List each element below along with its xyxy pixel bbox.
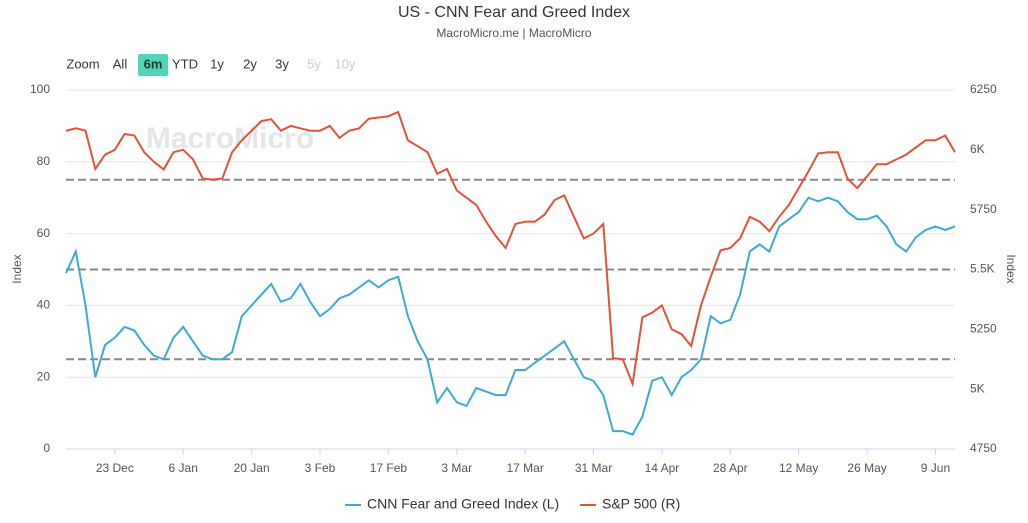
- series-line: [65, 196, 956, 436]
- x-tick-label: 3 Mar: [441, 461, 472, 475]
- range-button-bg[interactable]: [138, 54, 168, 76]
- range-label: Zoom: [66, 56, 99, 71]
- y2-axis-label: Index: [1004, 254, 1018, 283]
- y-axis-label: Index: [10, 254, 24, 283]
- range-button[interactable]: All: [113, 56, 128, 71]
- range-button[interactable]: 6m: [144, 56, 163, 71]
- y-tick-label: 100: [30, 82, 50, 96]
- range-button: 10y: [335, 56, 356, 71]
- x-tick-label: 26 May: [847, 461, 886, 475]
- x-tick-label: 17 Mar: [506, 461, 543, 475]
- x-tick-label: 20 Jan: [234, 461, 270, 475]
- y2-tick-label: 5250: [970, 322, 997, 336]
- y-tick-label: 40: [37, 298, 51, 312]
- y2-tick-label: 6250: [970, 82, 997, 96]
- x-tick-label: 14 Apr: [645, 461, 680, 475]
- range-button: 5y: [307, 56, 321, 71]
- y2-tick-label: 4750: [970, 441, 997, 455]
- y2-tick-label: 5K: [970, 381, 985, 395]
- legend-label[interactable]: CNN Fear and Greed Index (L): [367, 496, 559, 512]
- range-button[interactable]: YTD: [172, 56, 198, 71]
- x-tick-label: 3 Feb: [305, 461, 336, 475]
- x-tick-label: 31 Mar: [575, 461, 612, 475]
- y2-tick-label: 6K: [970, 142, 985, 156]
- y-tick-label: 20: [37, 369, 51, 383]
- x-tick-label: 12 May: [779, 461, 818, 475]
- x-tick-label: 28 Apr: [713, 461, 748, 475]
- y2-tick-label: 5750: [970, 202, 997, 216]
- range-button[interactable]: 1y: [210, 56, 224, 71]
- legend-label[interactable]: S&P 500 (R): [602, 496, 680, 512]
- series-line: [65, 110, 956, 388]
- x-tick-label: 17 Feb: [370, 461, 408, 475]
- chart-subtitle: MacroMicro.me | MacroMicro: [436, 26, 591, 40]
- x-tick-label: 23 Dec: [96, 461, 134, 475]
- range-button[interactable]: 3y: [275, 56, 289, 71]
- y-tick-label: 80: [37, 154, 51, 168]
- chart-title: US - CNN Fear and Greed Index: [398, 4, 630, 21]
- y2-tick-label: 5.5K: [970, 262, 995, 276]
- x-tick-label: 6 Jan: [169, 461, 198, 475]
- range-button[interactable]: 2y: [243, 56, 257, 71]
- x-tick-label: 9 Jun: [921, 461, 950, 475]
- y-tick-label: 60: [37, 226, 51, 240]
- y-tick-label: 0: [43, 441, 50, 455]
